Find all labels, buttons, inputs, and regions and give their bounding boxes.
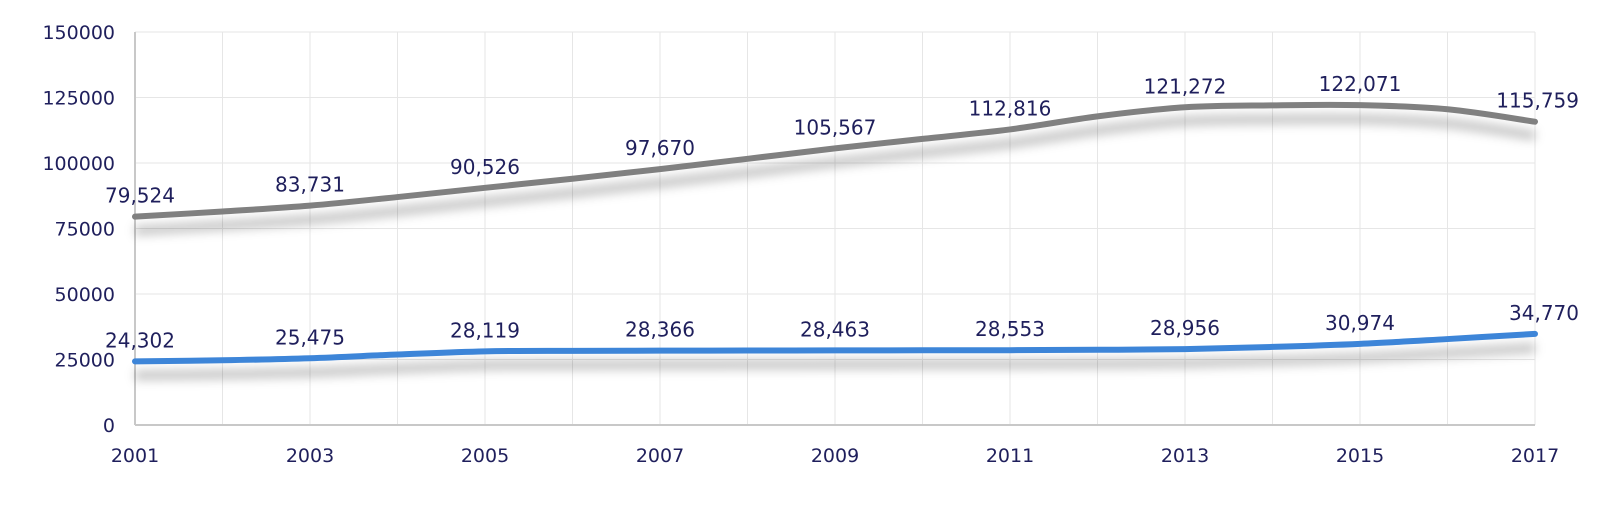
series-2-data-label: 25,475 xyxy=(275,325,345,349)
y-axis-tick-labels: 0 25000 50000 75000 100000 125000 150000 xyxy=(42,22,115,437)
y-tick-label: 0 xyxy=(103,415,115,437)
series-1-line xyxy=(132,101,1538,220)
x-tick-label: 2005 xyxy=(461,445,509,467)
series-1-data-label: 105,567 xyxy=(794,115,877,139)
series-1-data-label: 83,731 xyxy=(275,173,345,197)
x-tick-label: 2015 xyxy=(1336,445,1384,467)
x-tick-label: 2011 xyxy=(986,445,1034,467)
y-tick-label: 25000 xyxy=(55,350,115,372)
x-tick-label: 2003 xyxy=(286,445,334,467)
x-tick-label: 2001 xyxy=(111,445,159,467)
series-2-data-label: 28,463 xyxy=(800,317,870,341)
series-1-shadow xyxy=(134,113,1536,236)
y-tick-label: 150000 xyxy=(42,22,115,44)
data-labels: 79,524 83,731 90,526 97,670 105,567 112,816 12… xyxy=(105,72,1579,352)
series-1-data-label: 122,071 xyxy=(1319,72,1402,96)
series-2-shadow xyxy=(134,342,1536,381)
x-axis-tick-labels: 2001 2003 2005 2007 2009 2011 2013 2015 2017 xyxy=(111,445,1559,467)
series-1-data-label: 121,272 xyxy=(1144,74,1227,98)
series-1-data-label: 79,524 xyxy=(105,184,175,208)
series-1-data-label: 90,526 xyxy=(450,155,520,179)
x-tick-label: 2009 xyxy=(811,445,859,467)
series-lines xyxy=(132,101,1538,381)
y-tick-label: 125000 xyxy=(42,88,115,110)
series-1-data-label: 97,670 xyxy=(625,136,695,160)
series-2-data-label: 28,119 xyxy=(450,318,520,342)
y-tick-label: 100000 xyxy=(42,153,115,175)
series-2-data-label: 34,770 xyxy=(1509,301,1579,325)
series-1-data-label: 112,816 xyxy=(969,96,1052,120)
series-2-data-label: 28,956 xyxy=(1150,316,1220,340)
series-2-data-label: 30,974 xyxy=(1325,311,1395,335)
y-tick-label: 50000 xyxy=(55,284,115,306)
series-2-line xyxy=(132,330,1538,365)
series-1-data-label: 115,759 xyxy=(1496,89,1579,113)
series-2-data-label: 28,366 xyxy=(625,318,695,342)
series-2-data-label: 24,302 xyxy=(105,328,175,352)
x-tick-label: 2013 xyxy=(1161,445,1209,467)
y-tick-label: 75000 xyxy=(55,219,115,241)
x-tick-label: 2007 xyxy=(636,445,684,467)
series-2-data-label: 28,553 xyxy=(975,317,1045,341)
x-tick-label: 2017 xyxy=(1511,445,1559,467)
